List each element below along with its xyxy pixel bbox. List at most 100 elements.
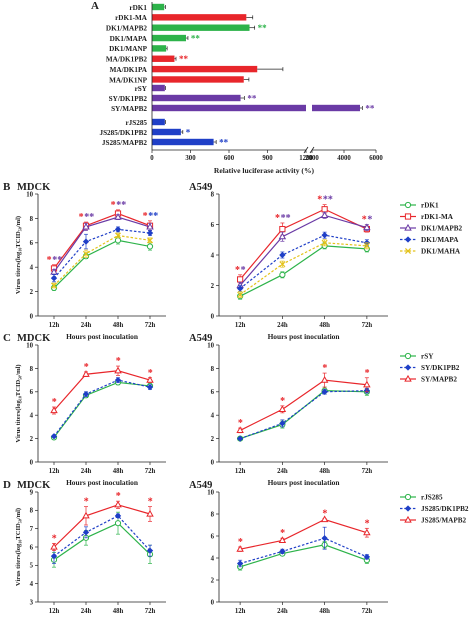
data-point: [114, 213, 122, 220]
data-point: [404, 213, 412, 220]
x-tick-label: 900: [262, 155, 273, 162]
significance-marker: *: [52, 533, 57, 544]
x-tick-label: 2000: [305, 155, 319, 162]
significance-marker: *: [362, 215, 367, 226]
x-tick-label: 72h: [362, 608, 373, 615]
data-point: [114, 500, 122, 508]
y-tick-label: 6: [30, 240, 34, 247]
legend-label: rDK1-MA: [421, 213, 454, 221]
x-tick-label: 12h: [235, 608, 246, 615]
data-point: [146, 375, 154, 383]
bar: [152, 34, 187, 42]
y-tick-label: 0: [30, 459, 34, 466]
y-tick-label: 6: [30, 389, 34, 396]
bar-label: rDK1-MA: [115, 14, 148, 22]
y-tick-label: 5: [30, 563, 34, 570]
data-point: [363, 380, 371, 388]
data-point: [114, 237, 122, 244]
x-tick-label: 72h: [362, 322, 373, 329]
x-axis-title: Hours post inoculation: [66, 478, 138, 487]
x-tick-label: 300: [185, 155, 196, 162]
panel-letter: B: [3, 181, 11, 193]
x-tick-label: 24h: [277, 322, 288, 329]
series-line: [53, 228, 151, 279]
line-chart-6: A549 0 2 4 6 8 10 12h 24h 48h 72h Hours post inocul…: [189, 480, 469, 615]
line-chart-2: A549 0 2 4 6 8 12h 24h 48h 72h Hours post inoculat…: [189, 182, 463, 341]
data-point: [321, 239, 328, 246]
bar: [152, 128, 181, 136]
significance-marker: *: [148, 368, 153, 379]
data-point: [114, 226, 122, 233]
data-point: [114, 512, 122, 519]
bar-label: MA/DK1NP: [109, 76, 148, 84]
data-point-stroke: [321, 239, 328, 246]
data-point: [279, 251, 286, 259]
significance-marker: *: [116, 356, 121, 367]
series-line: [239, 544, 368, 568]
significance-marker: *: [79, 212, 84, 223]
x-tick-label: 12h: [49, 608, 60, 615]
y-tick-label: 10: [207, 489, 214, 496]
data-point: [321, 388, 328, 395]
x-tick-label: 24h: [81, 468, 92, 475]
y-tick-label: 8: [211, 191, 215, 198]
data-point-stroke: [114, 232, 122, 239]
x-tick-label: 48h: [319, 608, 330, 615]
series-line: [53, 504, 151, 548]
y-axis-title: Virus titers(log₁₀TCID₅₀/ml): [15, 216, 22, 294]
x-tick-label: 72h: [145, 322, 156, 329]
significance-marker: *: [238, 537, 243, 548]
x-tick-label: 1200: [299, 155, 313, 162]
series-line: [53, 239, 151, 289]
significance-marker: *: [84, 362, 89, 373]
data-point: [146, 229, 154, 237]
y-tick-label: 8: [30, 508, 34, 515]
data-point: [146, 237, 154, 244]
data-point: [237, 291, 244, 298]
data-point: [114, 520, 122, 527]
data-point: [321, 232, 328, 239]
bar: [152, 76, 244, 83]
data-point: [146, 222, 154, 230]
significance-marker: **: [191, 33, 201, 43]
significance-marker: **: [179, 54, 189, 64]
data-point: [114, 376, 122, 384]
data-point-stroke: [146, 237, 154, 244]
y-tick-label: 0: [211, 459, 215, 466]
legend-label: SY/DK1PB2: [421, 364, 460, 372]
data-point: [321, 535, 328, 542]
bar-label: SY/MAPB2: [111, 105, 147, 113]
legend-label: DK1/MAHA: [421, 248, 461, 256]
x-tick-label: 48h: [319, 322, 330, 329]
line-chart-4: A549 0 2 4 6 8 10 12h 24h 48h 72h Hours post inocul…: [189, 333, 460, 487]
bar-label: rSY: [135, 85, 148, 93]
line-chart-3: C MDCK 0 2 4 6 8 10 12h 24h 48h 72h Hours post inocu…: [3, 332, 166, 487]
series-line: [239, 379, 367, 431]
bar: [152, 14, 247, 21]
data-point: [363, 528, 371, 536]
series-line: [240, 518, 368, 550]
significance-marker: **: [116, 200, 126, 211]
significance-marker: **: [365, 103, 375, 113]
bar: [152, 65, 258, 73]
y-tick-label: 8: [30, 216, 34, 223]
y-tick-label: 10: [207, 342, 214, 349]
data-point: [50, 282, 58, 289]
data-point: [363, 553, 371, 561]
panel-letter: D: [3, 479, 11, 491]
x-tick-label: 72h: [145, 608, 156, 615]
y-tick-label: 10: [26, 342, 33, 349]
x-tick-label: 24h: [277, 468, 288, 475]
series-line: [53, 515, 151, 557]
y-tick-label: 4: [30, 265, 34, 272]
series-line: [53, 212, 151, 269]
y-tick-label: 2: [30, 436, 34, 443]
data-point: [50, 275, 58, 282]
y-tick-label: 9: [30, 489, 34, 496]
significance-marker: *: [148, 497, 153, 508]
y-tick-label: 10: [26, 191, 33, 198]
data-point: [50, 433, 58, 440]
y-tick-label: 8: [211, 511, 215, 518]
x-tick-label: 24h: [81, 322, 92, 329]
